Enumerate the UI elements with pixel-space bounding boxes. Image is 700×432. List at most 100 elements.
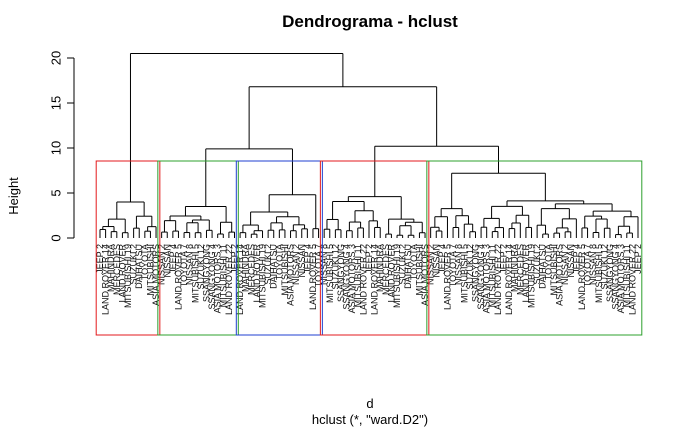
leaf-label: SSANGYONG 4 [207, 244, 217, 310]
leaf-label: TOYOTA [274, 244, 284, 280]
leaf-label: SUZUKI 12 [465, 244, 475, 290]
leaf-label: MITSUBISHI 5 [594, 244, 604, 303]
leaf-label: SSANGYONG [605, 244, 615, 302]
leaf-label: MITSUBISHI [145, 244, 155, 296]
leaf-label: MITSUBISHI 5 [190, 244, 200, 303]
leaf-label: NISSAN 8 [588, 244, 598, 285]
leaf-label: TOYOTA [543, 244, 553, 280]
leaf-label: LAND ROVER 14 [370, 244, 380, 315]
leaf-label: SSANGYONG [336, 244, 346, 302]
leaf-label: LAND ROVER 5 [577, 244, 587, 310]
cluster-box [235, 160, 323, 336]
cluster-box [319, 160, 430, 336]
leaf-label: MITSUBISHI [414, 244, 424, 296]
leaf-label: MITSUBISHI 11 [487, 244, 497, 307]
leaf-label: TOYOTA 7 [583, 244, 593, 287]
leaf-label: ASIA MOTORS [286, 244, 296, 306]
y-tick-label: 20 [48, 51, 63, 65]
leaf-label: TOYOTA [140, 244, 150, 280]
y-axis-label: Height [6, 177, 21, 215]
leaf-label: LAND ROVER 14 [101, 244, 111, 315]
leaf-label: MITSUBISHI 19 [527, 244, 537, 308]
leaf-label: NISSAN 8 [185, 244, 195, 285]
leaf-label: SUZUKI 12 [196, 244, 206, 290]
leaf-label: ASIA MOTORS 3 [482, 244, 492, 313]
leaf-label: MAHINDRA [375, 244, 385, 292]
leaf-label: SUZUKI 2 [129, 244, 139, 285]
leaf-label: JEEP 2 [364, 244, 374, 274]
leaf-label: DAIHATSU [134, 244, 144, 289]
leaf-label: MAHINDRA [106, 244, 116, 292]
leaf-label: LAND ROVER 5 [442, 244, 452, 310]
y-tick-label: 15 [48, 96, 63, 110]
leaf-label: MITSUBISHI [280, 244, 290, 296]
leaf-label: NISSAN [431, 244, 441, 278]
leaf-label: JEEP 4 [571, 244, 581, 274]
leaf-label: ASIA MOTORS [151, 244, 161, 306]
cluster-box [426, 160, 643, 336]
leaf-label: MITSUBISHI 11 [622, 244, 632, 307]
leaf-label: SSANGYONG [201, 244, 211, 302]
leaf-label: NISSAN [162, 244, 172, 278]
leaf-label: SSANGYONG 4 [342, 244, 352, 310]
leaf-label: DAIHATSU [538, 244, 548, 289]
leaf-label: NISSAN 8 [319, 244, 329, 285]
leaf-label: LAND ROVER 22 [493, 244, 503, 315]
dendrogram-tree [99, 53, 639, 238]
leaf-label: LAND ROVER 14 [235, 244, 245, 315]
leaf-label: MITSUBISHI 11 [218, 244, 228, 307]
leaf-label: JEEP 4 [168, 244, 178, 274]
leaf-label: LAND ROVER 5 [308, 244, 318, 310]
leaf-label: NISSAN 2 [426, 244, 436, 285]
leaf-label: JEEP 4 [302, 244, 312, 274]
x-axis-sublabel: hclust (*, "ward.D2") [312, 412, 428, 427]
leaf-label: ASIA MOTORS 3 [213, 244, 223, 313]
leaf-label: ASIA MOTORS [555, 244, 565, 306]
leaf-label: NISSAN [566, 244, 576, 278]
leaf-label: MITSUBISHI 5 [459, 244, 469, 303]
leaf-label: MITSUBISHI [549, 244, 559, 296]
leaf-label: LAND ROVER [521, 244, 531, 303]
leaf-label: MERCEDES [246, 244, 256, 295]
leaf-label: SUZUKI 12 [330, 244, 340, 290]
y-tick-label: 10 [48, 141, 63, 155]
leaf-label: NISSAN 2 [291, 244, 301, 285]
leaf-label: JEEP 2 [499, 244, 509, 274]
leaf-label: MERCEDES [381, 244, 391, 295]
leaf-label: SUZUKI 2 [263, 244, 273, 285]
leaf-label: DAIHATSU [269, 244, 279, 289]
leaf-label: ASIA MOTORS 3 [616, 244, 626, 313]
leaf-label: SSANGYONG [470, 244, 480, 302]
leaf-label: LAND ROVER [252, 244, 262, 303]
leaf-label: SUZUKI 12 [599, 244, 609, 290]
leaf-label: JEEP 2 [633, 244, 643, 274]
leaf-label: MITSUBISHI 11 [353, 244, 363, 307]
cluster-boxes [95, 160, 643, 336]
leaf-label: TOYOTA [409, 244, 419, 280]
leaf-label: SSANGYONG 4 [476, 244, 486, 310]
leaf-label: MITSUBISHI 19 [258, 244, 268, 308]
y-tick-label: 5 [48, 189, 63, 196]
leaf-label: JEEP 2 [230, 244, 240, 274]
leaf-label: LAND ROVER [386, 244, 396, 303]
leaf-label: SSANGYONG 4 [611, 244, 621, 310]
leaf-label: NISSAN 2 [157, 244, 167, 285]
leaf-label: NISSAN 8 [454, 244, 464, 285]
leaf-label: LAND ROVER 5 [173, 244, 183, 310]
leaf-label: TOYOTA 7 [179, 244, 189, 287]
leaf-label: MITSUBISHI 5 [325, 244, 335, 303]
leaf-label: MITSUBISHI 19 [392, 244, 402, 308]
leaf-label: MITSUBISHI 19 [123, 244, 133, 308]
leaf-label: NISSAN [297, 244, 307, 278]
chart-title: Dendrograma - hclust [282, 12, 458, 31]
leaf-label: MAHINDRA [510, 244, 520, 292]
leaf-label: TOYOTA 7 [314, 244, 324, 287]
leaf-label: LAND ROVER 14 [504, 244, 514, 315]
leaf-label: JEEP 2 [95, 244, 105, 274]
y-axis: 0 5 10 15 20 [48, 51, 75, 242]
leaf-label: ASIA MOTORS [420, 244, 430, 306]
cluster-box [157, 160, 239, 336]
leaf-label: SUZUKI 2 [532, 244, 542, 285]
leaf-label: MAHINDRA [241, 244, 251, 292]
